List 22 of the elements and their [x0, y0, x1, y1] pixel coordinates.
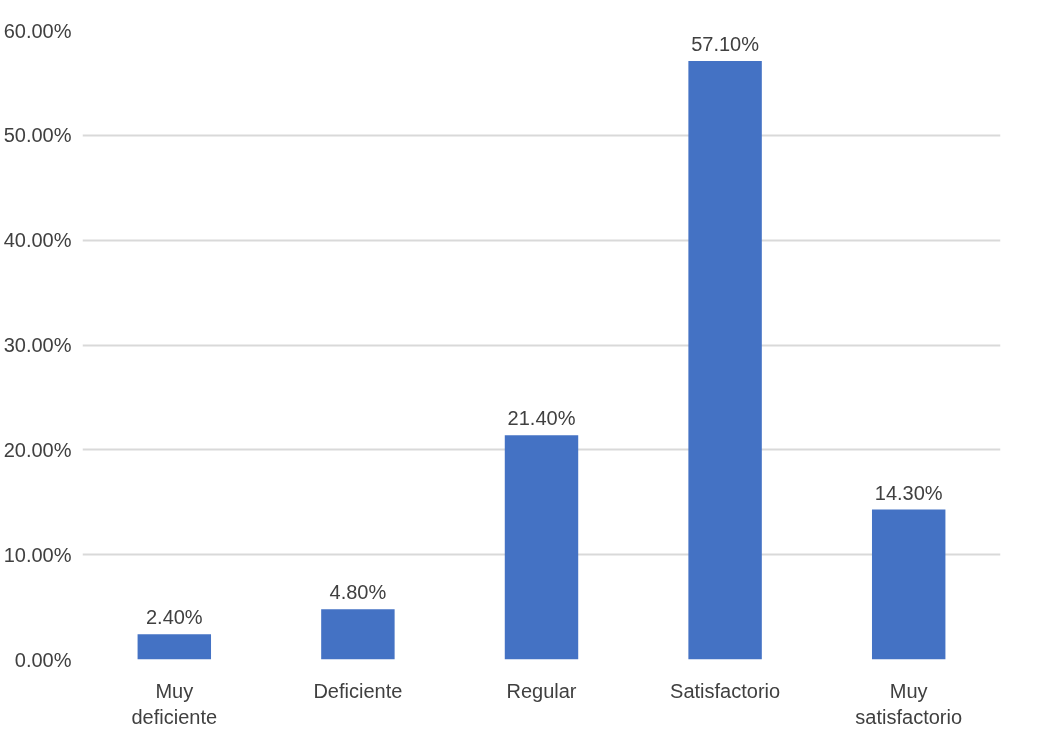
y-tick-label: 0.00%: [14, 648, 72, 671]
bar: [871, 509, 946, 660]
y-tick-label: 20.00%: [3, 438, 72, 461]
y-tick-label: 30.00%: [3, 334, 72, 356]
bar: [504, 435, 579, 660]
bar: [137, 634, 212, 660]
y-tick-label: 10.00%: [3, 543, 72, 566]
y-tick-label: 40.00%: [3, 229, 72, 252]
x-tick-label: Muy deficiente: [131, 679, 218, 728]
y-tick-label: 60.00%: [3, 19, 72, 42]
x-tick-label: Satisfactorio: [670, 679, 781, 702]
data-label: 4.80%: [329, 581, 387, 604]
data-label: 57.10%: [691, 32, 760, 55]
x-tick-label: Deficiente: [313, 679, 403, 702]
data-label: 2.40%: [145, 606, 203, 629]
bar: [321, 609, 395, 660]
bar: [688, 60, 762, 660]
data-label: 21.40%: [507, 407, 576, 430]
y-tick-label: 50.00%: [3, 124, 72, 147]
x-tick-label: Muy satisfactorio: [855, 679, 963, 728]
x-tick-label: Regular: [506, 679, 577, 702]
data-label: 14.30%: [874, 481, 943, 504]
